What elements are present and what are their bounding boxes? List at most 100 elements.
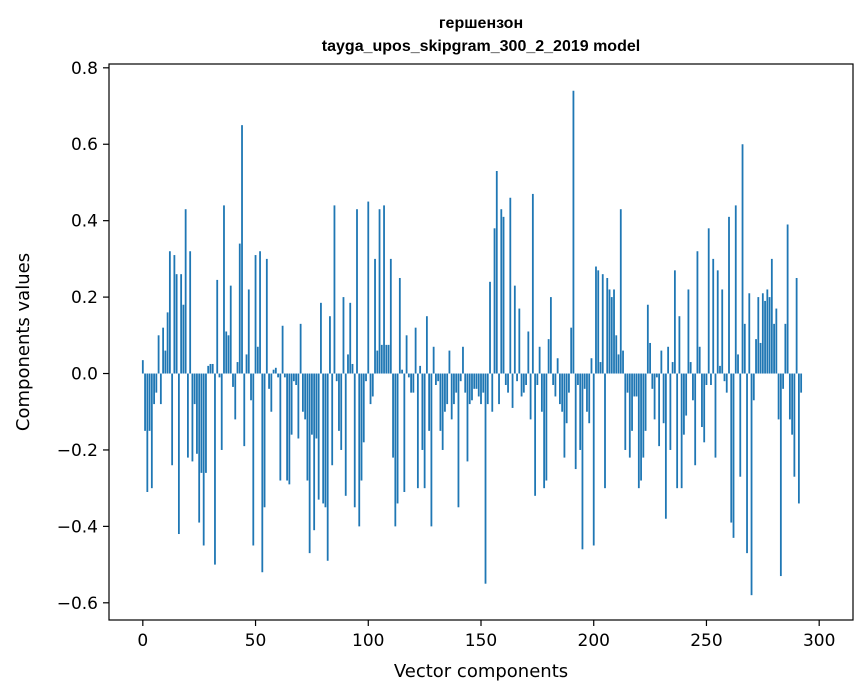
bar xyxy=(261,373,264,573)
bar xyxy=(263,373,266,508)
bar xyxy=(543,373,546,489)
bar xyxy=(513,285,516,374)
bar xyxy=(187,373,189,458)
bar xyxy=(356,209,358,374)
bar xyxy=(365,373,367,382)
bar xyxy=(410,373,413,393)
bar xyxy=(495,171,498,374)
bar xyxy=(274,367,277,374)
bar xyxy=(198,373,201,523)
bar xyxy=(177,373,180,535)
bar xyxy=(637,373,640,489)
bar xyxy=(245,354,248,374)
bar xyxy=(385,344,388,374)
bar xyxy=(586,373,588,412)
bar xyxy=(216,279,219,374)
bar xyxy=(599,362,602,374)
bar xyxy=(180,274,183,374)
bar xyxy=(737,354,739,374)
bar xyxy=(644,373,647,431)
x-tick-label: 200 xyxy=(578,631,610,651)
bar xyxy=(218,373,221,378)
bar xyxy=(144,373,146,431)
bar xyxy=(191,373,194,462)
bar xyxy=(360,373,363,481)
bar xyxy=(441,373,444,450)
bar xyxy=(193,373,196,405)
bar xyxy=(608,289,611,374)
bar xyxy=(552,373,555,385)
bar xyxy=(768,297,771,374)
bar xyxy=(290,373,293,435)
bar xyxy=(353,373,356,508)
bar xyxy=(757,297,760,374)
bar xyxy=(800,373,803,393)
bar xyxy=(371,373,374,397)
bar xyxy=(556,358,559,374)
bar xyxy=(214,373,216,565)
bar xyxy=(673,270,676,374)
bar xyxy=(459,373,462,382)
bar xyxy=(563,373,566,458)
bar xyxy=(387,344,390,374)
bar xyxy=(561,373,564,412)
bar xyxy=(369,373,372,405)
bar xyxy=(270,373,273,412)
bar xyxy=(705,373,708,385)
bar xyxy=(342,297,345,374)
bar xyxy=(292,373,295,382)
bar xyxy=(791,373,794,435)
bar xyxy=(669,373,672,450)
bar xyxy=(279,373,282,481)
bar xyxy=(667,346,670,374)
bar xyxy=(698,346,701,374)
bar xyxy=(734,205,737,374)
bar xyxy=(268,373,270,389)
bar xyxy=(295,373,298,385)
bar xyxy=(610,297,613,374)
bar xyxy=(527,331,530,374)
bar xyxy=(759,342,762,374)
bar xyxy=(205,373,207,473)
bar xyxy=(795,277,798,374)
y-tick-label: −0.6 xyxy=(57,594,98,614)
bar xyxy=(676,373,679,489)
bar xyxy=(252,373,255,546)
bar xyxy=(367,201,370,374)
bar xyxy=(725,373,728,393)
bar xyxy=(624,373,627,450)
bar xyxy=(615,335,618,374)
y-tick-label: 0.8 xyxy=(71,59,98,79)
bar xyxy=(626,373,629,393)
bar xyxy=(520,373,523,397)
bar xyxy=(283,373,286,378)
bar xyxy=(793,373,796,477)
bar xyxy=(622,350,624,374)
bar xyxy=(714,373,717,458)
bar xyxy=(349,302,352,374)
bar xyxy=(770,258,773,374)
bar xyxy=(299,323,302,374)
bar xyxy=(649,342,651,374)
bar xyxy=(211,363,214,374)
bar xyxy=(723,373,726,382)
bar xyxy=(502,216,505,374)
bar xyxy=(234,373,237,420)
bar xyxy=(710,373,712,385)
bar xyxy=(689,362,692,374)
bar xyxy=(394,373,397,527)
bar xyxy=(504,373,507,385)
bar xyxy=(313,373,316,531)
bar xyxy=(407,373,410,378)
bar xyxy=(664,373,667,519)
bar xyxy=(419,365,422,374)
bar xyxy=(171,373,174,466)
bar xyxy=(182,304,185,374)
y-tick-label: −0.4 xyxy=(57,517,98,537)
bar xyxy=(635,373,638,397)
bar xyxy=(455,373,458,393)
bar xyxy=(453,373,455,405)
bar xyxy=(577,373,579,385)
bar xyxy=(247,289,250,374)
y-axis: −0.6 −0.4 −0.2 0.0 0.2 0.4 0.6 0.8 xyxy=(57,59,109,614)
